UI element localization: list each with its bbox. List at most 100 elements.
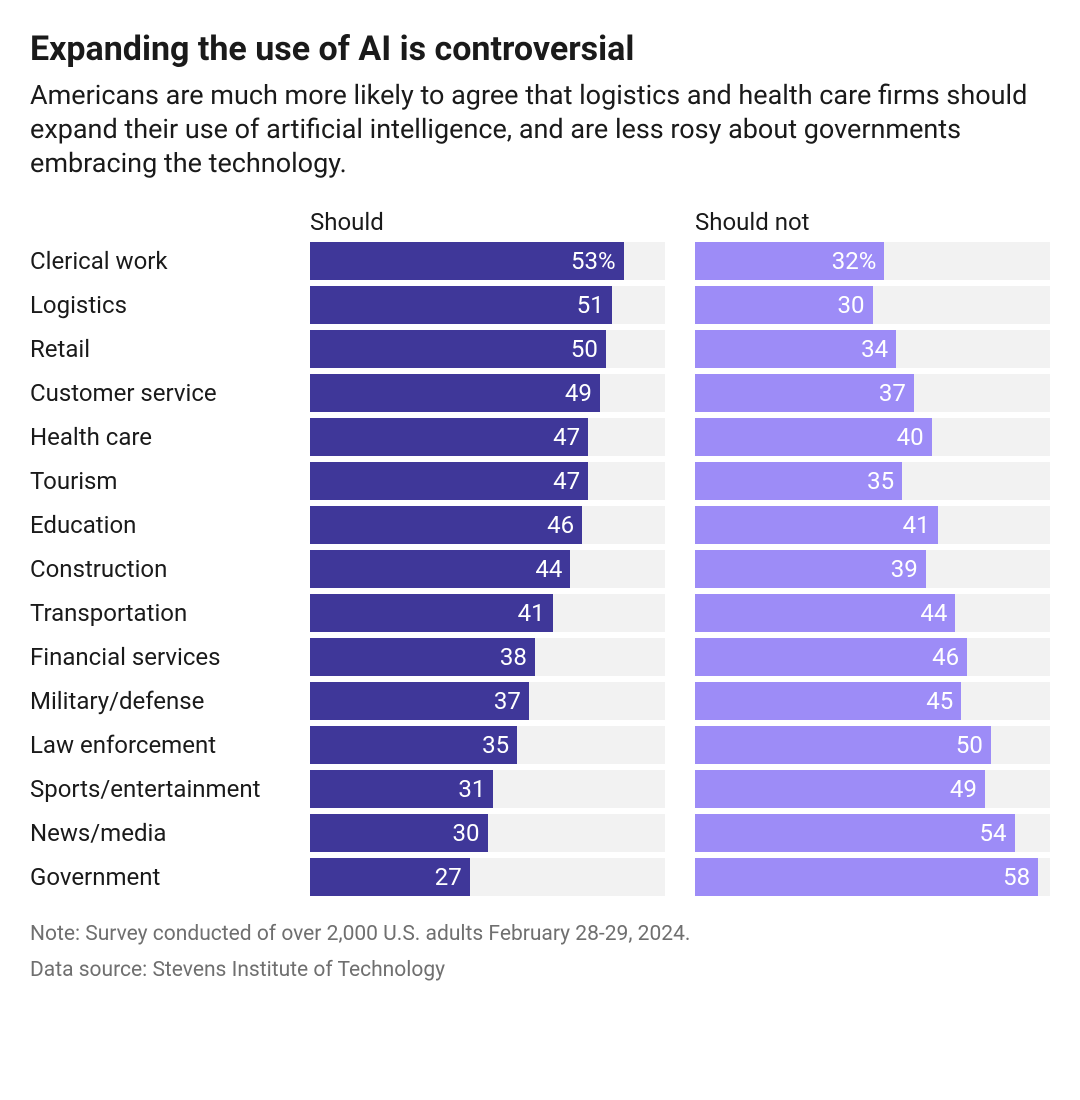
- chart-row: Logistics51 30: [30, 286, 1050, 324]
- chart-row: Health care 47 40: [30, 418, 1050, 456]
- chart-subtitle: Americans are much more likely to agree …: [30, 79, 1050, 180]
- chart-row: Financial services38 46: [30, 638, 1050, 676]
- row-label: Tourism: [30, 467, 310, 495]
- chart-row: Retail50 34: [30, 330, 1050, 368]
- chart-row: Government27 58: [30, 858, 1050, 896]
- bar-cell-should: 46: [310, 506, 665, 544]
- bar-cell-should: 49: [310, 374, 665, 412]
- chart-row: News/media3054: [30, 814, 1050, 852]
- bar-cell-should: 27: [310, 858, 665, 896]
- bar-fill-should: 50: [310, 330, 606, 368]
- bar-fill-should: 31: [310, 770, 493, 808]
- chart-row: Education 46 41: [30, 506, 1050, 544]
- bar-fill-should: 38: [310, 638, 535, 676]
- bar-fill-should: 41: [310, 594, 553, 632]
- bar-track: 35: [310, 726, 665, 764]
- bar-track: 40: [695, 418, 1050, 456]
- bar-fill-should-not: 46: [695, 638, 967, 676]
- bar-value-should-not: 54: [980, 819, 1007, 847]
- bar-value-should: 30: [453, 819, 480, 847]
- bar-track: 53%: [310, 242, 665, 280]
- bar-value-should-not: 46: [932, 643, 959, 671]
- bar-cell-should: 31: [310, 770, 665, 808]
- bar-value-should: 35: [482, 731, 509, 759]
- bar-fill-should-not: 45: [695, 682, 961, 720]
- bar-track: 27: [310, 858, 665, 896]
- bar-cell-should-not: 32%: [695, 242, 1050, 280]
- bar-cell-should: 53%: [310, 242, 665, 280]
- bar-fill-should: 51: [310, 286, 612, 324]
- row-label: Financial services: [30, 643, 310, 671]
- row-label: Government: [30, 863, 310, 891]
- bar-value-should-not: 32%: [832, 247, 877, 275]
- bar-value-should-not: 37: [879, 379, 906, 407]
- bar-track: 38: [310, 638, 665, 676]
- bar-value-should-not: 35: [867, 467, 894, 495]
- bar-cell-should-not: 39: [695, 550, 1050, 588]
- bar-fill-should-not: 40: [695, 418, 932, 456]
- row-label: Clerical work: [30, 247, 310, 275]
- row-label: Customer service: [30, 379, 310, 407]
- bar-chart: Should Should not Clerical work53% 32% Log…: [30, 208, 1050, 896]
- bar-track: 34: [695, 330, 1050, 368]
- bar-fill-should: 47: [310, 418, 588, 456]
- bar-fill-should: 53%: [310, 242, 624, 280]
- bar-value-should: 44: [535, 555, 562, 583]
- bar-fill-should: 47: [310, 462, 588, 500]
- bar-value-should-not: 58: [1003, 863, 1030, 891]
- bar-track: 46: [310, 506, 665, 544]
- chart-row: Law enforcement 35 50: [30, 726, 1050, 764]
- bar-fill-should-not: 54: [695, 814, 1015, 852]
- bar-track: 47: [310, 462, 665, 500]
- bar-cell-should-not: 44: [695, 594, 1050, 632]
- bar-fill-should-not: 32%: [695, 242, 884, 280]
- bar-cell-should-not: 41: [695, 506, 1050, 544]
- bar-fill-should-not: 34: [695, 330, 896, 368]
- bar-cell-should: 38: [310, 638, 665, 676]
- chart-note: Note: Survey conducted of over 2,000 U.S…: [30, 920, 1050, 949]
- bar-cell-should: 30: [310, 814, 665, 852]
- bar-track: 32%: [695, 242, 1050, 280]
- bar-track: 58: [695, 858, 1050, 896]
- row-label: Education: [30, 511, 310, 539]
- bar-value-should-not: 30: [838, 291, 865, 319]
- bar-track: 30: [310, 814, 665, 852]
- bar-fill-should: 44: [310, 550, 570, 588]
- bar-value-should-not: 50: [956, 731, 983, 759]
- bar-value-should: 41: [518, 599, 545, 627]
- row-label: Logistics: [30, 291, 310, 319]
- bar-value-should-not: 39: [891, 555, 918, 583]
- chart-row: Customer service49 37: [30, 374, 1050, 412]
- bar-fill-should-not: 58: [695, 858, 1038, 896]
- bar-track: 37: [695, 374, 1050, 412]
- bar-value-should: 46: [547, 511, 574, 539]
- bar-track: 47: [310, 418, 665, 456]
- bar-cell-should: 47: [310, 462, 665, 500]
- chart-footer: Note: Survey conducted of over 2,000 U.S…: [30, 920, 1050, 985]
- bar-value-should: 47: [553, 423, 580, 451]
- bar-fill-should-not: 37: [695, 374, 914, 412]
- row-label: Law enforcement: [30, 731, 310, 759]
- bar-fill-should: 27: [310, 858, 470, 896]
- bar-fill-should: 30: [310, 814, 488, 852]
- bar-fill-should: 46: [310, 506, 582, 544]
- column-header-row: Should Should not: [30, 208, 1050, 236]
- bar-fill-should-not: 50: [695, 726, 991, 764]
- bar-cell-should: 50: [310, 330, 665, 368]
- bar-fill-should-not: 44: [695, 594, 955, 632]
- row-label: Construction: [30, 555, 310, 583]
- row-label: Transportation: [30, 599, 310, 627]
- bar-fill-should-not: 30: [695, 286, 873, 324]
- bar-track: 44: [695, 594, 1050, 632]
- row-label: Retail: [30, 335, 310, 363]
- row-label: Health care: [30, 423, 310, 451]
- chart-row: Transportation 41 44: [30, 594, 1050, 632]
- row-label: Sports/entertainment: [30, 775, 310, 803]
- bar-fill-should: 35: [310, 726, 517, 764]
- chart-container: Expanding the use of AI is controversial…: [0, 0, 1080, 1100]
- bar-cell-should-not: 45: [695, 682, 1050, 720]
- row-label: Military/defense: [30, 687, 310, 715]
- chart-rows: Clerical work53%32%Logistics5130Retail50…: [30, 242, 1050, 896]
- bar-cell-should: 41: [310, 594, 665, 632]
- chart-row: Military/defense3745: [30, 682, 1050, 720]
